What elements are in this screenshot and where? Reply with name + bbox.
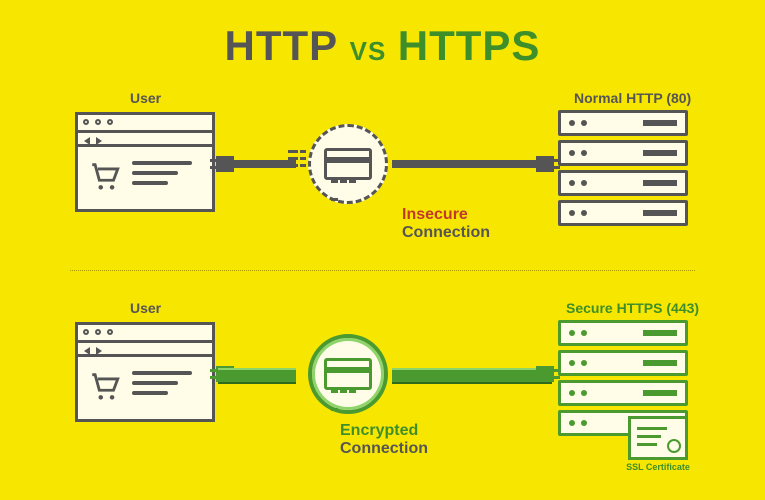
- title-vs: VS: [344, 36, 393, 66]
- cart-icon: [88, 369, 122, 403]
- connection-word2: Connection: [402, 224, 490, 242]
- cable-icon: [392, 160, 552, 168]
- title-https: HTTPS: [398, 22, 541, 69]
- title-http: HTTP: [225, 22, 339, 69]
- server-label: Secure HTTPS (443): [566, 300, 699, 316]
- ssl-certificate-icon: SSL Certificate: [626, 416, 690, 472]
- page-title: HTTP VS HTTPS: [0, 0, 765, 70]
- connection-word1: Insecure: [402, 206, 490, 224]
- motion-lines-icon: [288, 146, 298, 171]
- server-label: Normal HTTP (80): [574, 90, 691, 106]
- text-lines-icon: [132, 371, 192, 401]
- browser-icon: [75, 322, 215, 422]
- connection-label: Insecure Connection: [402, 206, 490, 243]
- http-row: User Normal HTTP (80) Insecure Connectio…: [0, 90, 765, 260]
- divider-line: [70, 270, 695, 271]
- credit-card-icon: [324, 148, 372, 180]
- ssl-label: SSL Certificate: [626, 462, 690, 472]
- connection-word1: Encrypted: [340, 422, 428, 440]
- plug-icon: [536, 366, 554, 382]
- cable-icon: [218, 160, 296, 168]
- user-label: User: [130, 90, 161, 106]
- cart-icon: [88, 159, 122, 193]
- card-circle-icon: [308, 124, 388, 204]
- https-row: User Secure HTTPS (443) Encrypted Connec…: [0, 300, 765, 470]
- connection-word2: Connection: [340, 440, 428, 458]
- server-icon: [558, 110, 688, 230]
- cable-icon: [392, 370, 552, 378]
- cable-icon: [218, 370, 296, 378]
- plug-icon: [536, 156, 554, 172]
- card-circle-icon: [308, 334, 388, 414]
- browser-icon: [75, 112, 215, 212]
- connection-label: Encrypted Connection: [340, 422, 428, 459]
- text-lines-icon: [132, 161, 192, 191]
- user-label: User: [130, 300, 161, 316]
- credit-card-icon: [324, 358, 372, 390]
- motion-lines-icon: [300, 146, 306, 171]
